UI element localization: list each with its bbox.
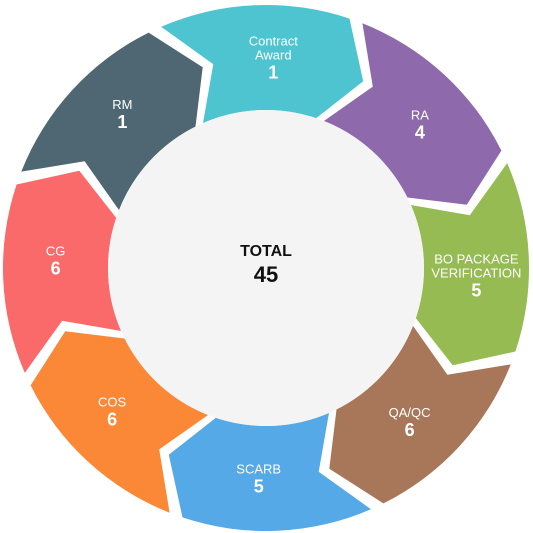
segment-ra-label: RA xyxy=(411,107,429,122)
segment-cos-label: COS xyxy=(98,395,127,410)
segment-rm xyxy=(21,32,203,211)
segment-bo-package-verification xyxy=(410,163,530,366)
segment-qa-qc xyxy=(329,325,511,504)
segment-scarb-value: 5 xyxy=(254,476,264,496)
segment-scarb-label: SCARB xyxy=(236,461,281,476)
segment-scarb xyxy=(168,412,371,532)
segment-cg xyxy=(2,170,122,373)
segment-cos xyxy=(30,331,209,513)
segment-qa-qc-label: QA/QC xyxy=(389,405,431,420)
segment-contract-award xyxy=(161,4,364,124)
segment-cos-value: 6 xyxy=(107,410,117,430)
segment-contract-award-label: Contract xyxy=(249,34,299,49)
segment-rm-label: RM xyxy=(112,97,132,112)
segment-ra xyxy=(323,23,502,205)
segment-cg-value: 6 xyxy=(51,259,61,279)
segment-bo-package-verification-value: 5 xyxy=(471,280,481,300)
center-total-value: 45 xyxy=(254,262,278,287)
center-disc xyxy=(108,110,424,426)
segment-contract-award-label: Award xyxy=(255,48,292,63)
segment-rm-value: 1 xyxy=(117,112,127,132)
center-title: TOTAL xyxy=(240,243,292,260)
segment-bo-package-verification-label: VERIFICATION xyxy=(431,265,521,280)
segment-bo-package-verification-label: BO PACKAGE xyxy=(434,251,519,266)
segment-contract-award-value: 1 xyxy=(268,63,278,83)
segment-cg-label: CG xyxy=(46,244,66,259)
segment-qa-qc-value: 6 xyxy=(405,420,415,440)
segment-ra-value: 4 xyxy=(415,122,425,142)
